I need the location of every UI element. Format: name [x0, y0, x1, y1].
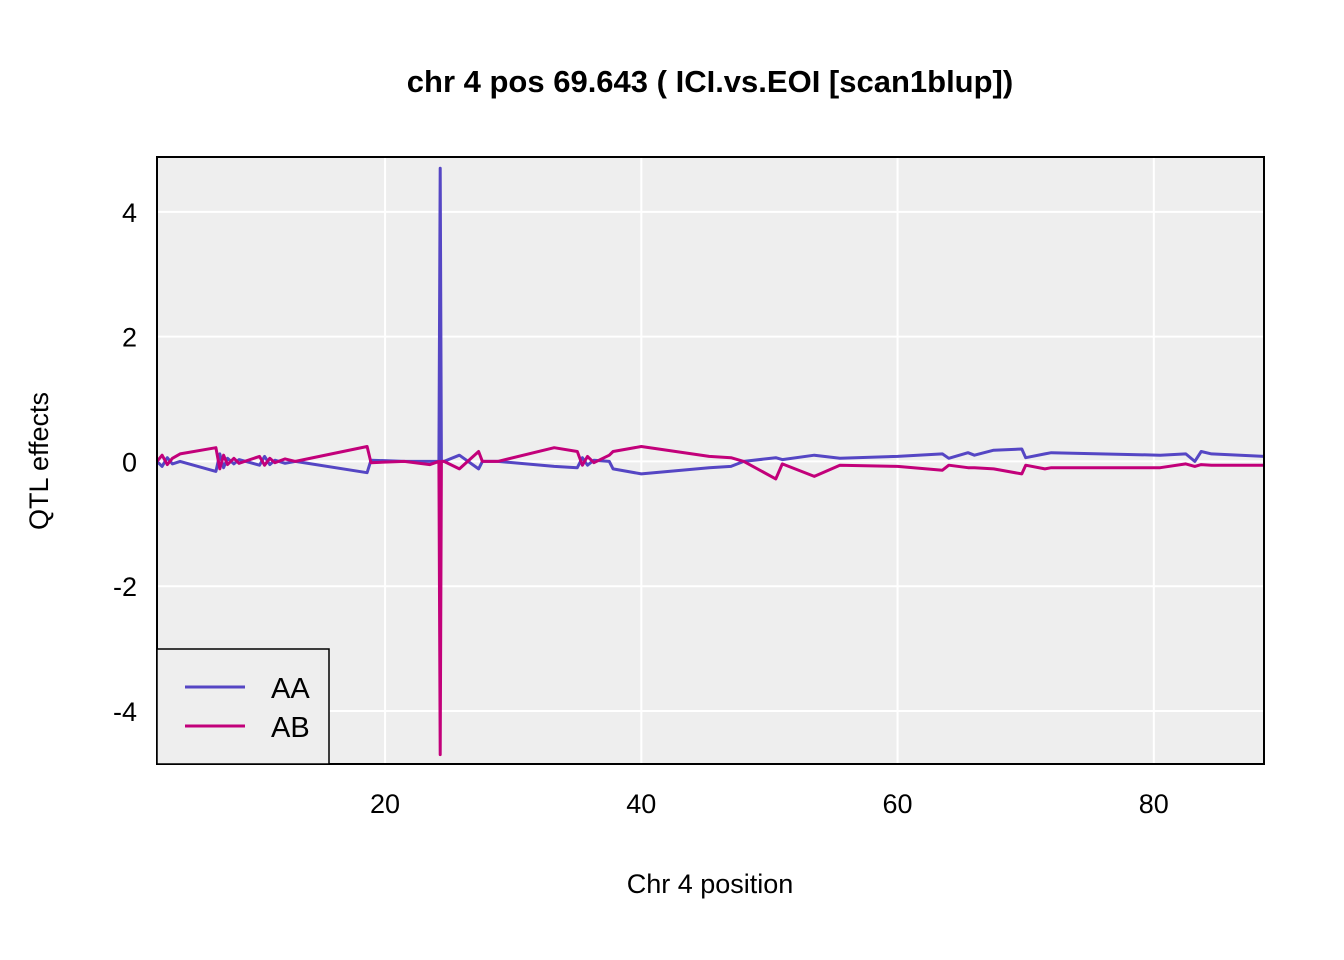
x-tick-label: 40 [626, 789, 656, 819]
series-line-ab [155, 445, 1264, 757]
x-tick-label: 60 [883, 789, 913, 819]
chart-title: chr 4 pos 69.643 ( ICI.vs.EOI [scan1blup… [407, 64, 1013, 99]
y-tick-label: -2 [113, 572, 137, 602]
legend-label-ab: AB [271, 712, 310, 744]
x-tick-label: 80 [1139, 789, 1169, 819]
series-line-aa [155, 166, 1265, 476]
y-tick-label: 4 [122, 198, 137, 228]
y-tick-label: 0 [122, 447, 137, 477]
series-layer [155, 166, 1265, 757]
x-tick-label: 20 [370, 789, 400, 819]
legend-box [156, 648, 330, 765]
legend-label-aa: AA [271, 673, 310, 705]
y-axis-label: QTL effects [24, 392, 54, 530]
legend: AA AB [156, 648, 330, 765]
x-axis-ticks: 20 40 60 80 [370, 789, 1169, 819]
y-tick-label: 2 [122, 323, 137, 353]
plot-frame [156, 156, 1265, 765]
x-axis-label: Chr 4 position [627, 869, 794, 899]
y-axis-ticks: -4 -2 0 2 4 [113, 198, 137, 727]
y-tick-label: -4 [113, 697, 137, 727]
grid-lines [157, 157, 1264, 764]
